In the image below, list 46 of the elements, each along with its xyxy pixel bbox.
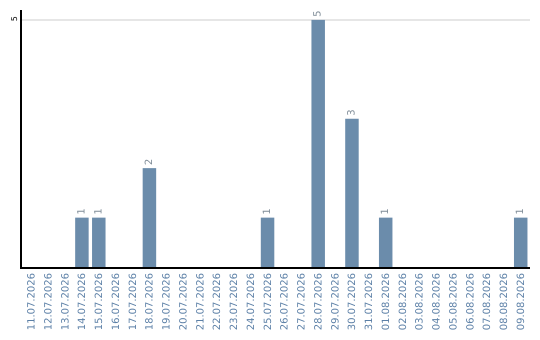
x-tick-label: 29.07.2026: [330, 273, 342, 330]
x-tick-label: 31.07.2026: [364, 273, 376, 330]
x-tick-label: 24.07.2026: [246, 273, 257, 330]
x-tick-label: 07.08.2026: [482, 273, 494, 330]
data-label: 2: [144, 158, 155, 166]
data-label: 5: [312, 10, 324, 17]
x-tick-label: 15.07.2026: [94, 273, 106, 330]
x-tick-label: 09.08.2026: [516, 273, 527, 330]
bar: [75, 218, 89, 267]
bar: [142, 168, 156, 267]
x-tick-label: 11.07.2026: [26, 273, 38, 330]
x-tick-label: 18.07.2026: [144, 273, 156, 330]
x-tick-label: 03.08.2026: [414, 273, 426, 330]
x-tick-label: 28.07.2026: [313, 273, 324, 330]
data-label: 1: [76, 208, 88, 215]
x-tick-label: 20.07.2026: [178, 273, 190, 330]
x-tick-label: 22.07.2026: [212, 273, 224, 330]
bar: [378, 218, 392, 267]
data-label: 1: [515, 208, 526, 215]
bar: [514, 218, 528, 267]
x-tick-label: 30.07.2026: [347, 273, 358, 330]
bar: [311, 20, 325, 267]
data-label: 1: [262, 208, 274, 215]
x-tick-label: 23.07.2026: [229, 273, 240, 330]
x-tick-label: 21.07.2026: [195, 273, 206, 330]
x-tick-label: 16.07.2026: [110, 273, 122, 330]
bar: [260, 218, 274, 267]
x-tick-label: 13.07.2026: [60, 273, 72, 330]
x-tick-label: 14.07.2026: [77, 273, 88, 330]
x-tick-label: 12.07.2026: [43, 273, 54, 330]
x-tick-label: 25.07.2026: [262, 273, 274, 330]
x-tick-label: 26.07.2026: [280, 273, 291, 330]
x-tick-label: 19.07.2026: [162, 273, 173, 330]
bar: [345, 118, 359, 267]
bar: [92, 218, 106, 267]
x-tick-label: 02.08.2026: [398, 273, 409, 330]
x-tick-label: 05.08.2026: [448, 273, 460, 330]
data-label: 3: [346, 109, 358, 116]
x-tick-label: 17.07.2026: [128, 273, 139, 330]
data-label: 1: [93, 208, 104, 215]
x-tick-label: 08.08.2026: [499, 273, 510, 330]
data-label: 1: [380, 208, 392, 215]
x-tick-label: 06.08.2026: [465, 273, 476, 330]
x-tick-label: 01.08.2026: [380, 273, 392, 330]
x-tick-label: 04.08.2026: [432, 273, 443, 330]
x-tick-label: 27.07.2026: [296, 273, 308, 330]
